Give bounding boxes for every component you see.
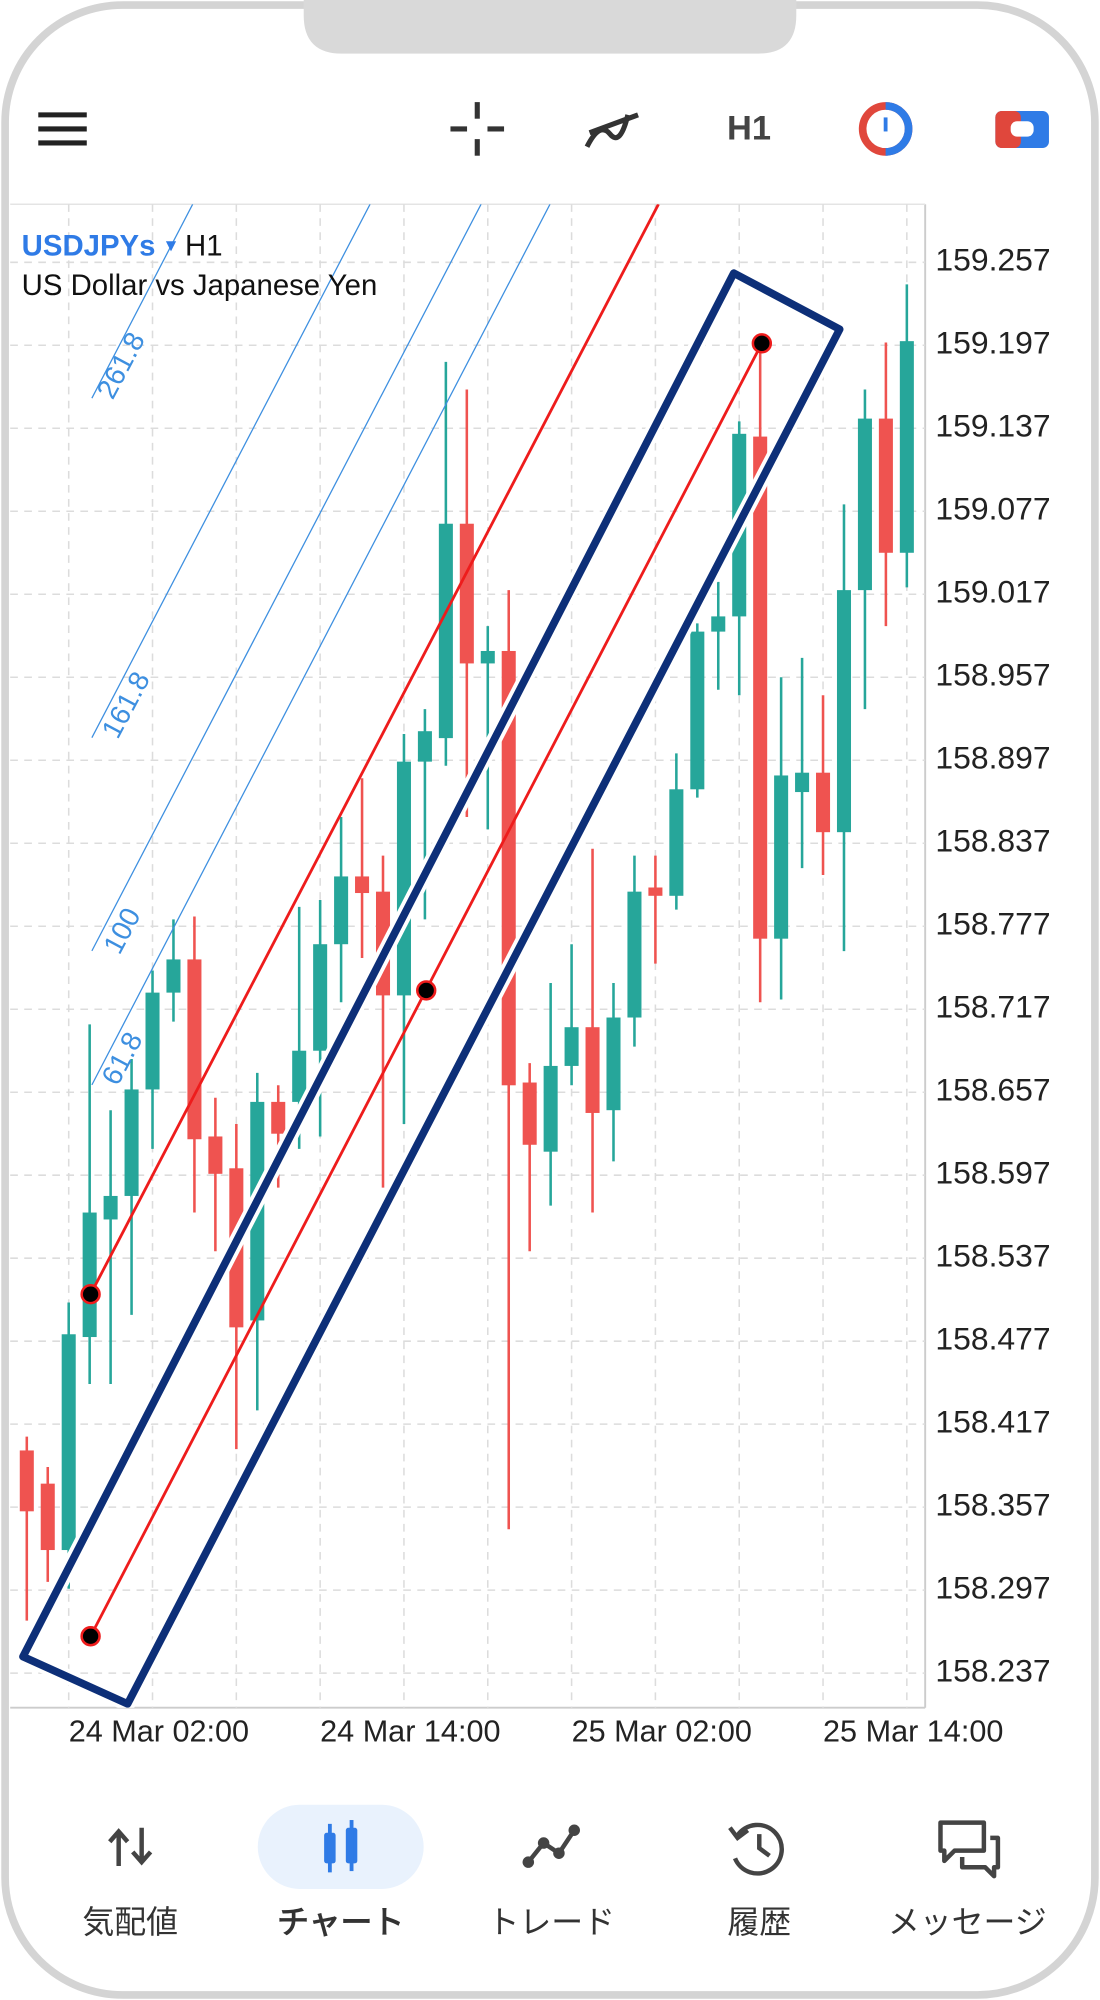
candle-body	[459, 523, 474, 664]
y-tick-label: 158.477	[935, 1321, 1050, 1357]
y-tick-label: 158.417	[935, 1404, 1050, 1440]
candle-body	[334, 876, 349, 945]
y-tick-label: 158.777	[935, 906, 1050, 942]
nav-label[interactable]: 履歴	[727, 1904, 791, 1940]
menu-button[interactable]	[38, 112, 87, 146]
symbol-dropdown[interactable]	[165, 241, 177, 252]
nav-label[interactable]: 気配値	[82, 1904, 178, 1940]
y-tick-label: 159.017	[935, 574, 1050, 610]
candle-body	[166, 959, 181, 993]
highlight-box	[19, 269, 844, 1708]
y-tick-label: 159.257	[935, 242, 1050, 278]
active-tab-pill	[257, 1804, 424, 1889]
candle-body	[606, 1017, 621, 1111]
candle-body	[480, 650, 495, 664]
x-tick-label: 25 Mar 14:00	[823, 1714, 1003, 1748]
trade-icon[interactable]	[522, 1824, 580, 1868]
y-tick-label: 158.717	[935, 989, 1050, 1025]
chart-icon[interactable]	[324, 1820, 358, 1873]
candle-body	[899, 341, 914, 553]
nav-label[interactable]: チャート	[277, 1904, 404, 1940]
y-tick-label: 158.237	[935, 1653, 1050, 1689]
candle-body	[857, 418, 872, 591]
candle-body	[753, 436, 768, 939]
timeframe-button[interactable]: H1	[727, 109, 771, 147]
candle-body	[82, 1212, 97, 1338]
candle-body	[795, 772, 810, 793]
candle-body	[145, 992, 160, 1090]
candle-body	[103, 1195, 118, 1220]
candle-body	[396, 761, 411, 996]
y-tick-label: 158.537	[935, 1238, 1050, 1274]
candle-body	[271, 1101, 286, 1134]
symbol[interactable]: USDJPYs	[22, 229, 156, 262]
candle-body	[61, 1334, 76, 1551]
notch	[303, 0, 797, 54]
candle-body	[878, 418, 893, 553]
candle-body	[438, 523, 453, 739]
y-tick-label: 158.657	[935, 1072, 1050, 1108]
candle-body	[564, 1027, 579, 1066]
nav-label[interactable]: メッセージ	[888, 1904, 1047, 1940]
y-tick-label: 158.597	[935, 1155, 1050, 1191]
candle-body	[648, 887, 663, 896]
candle-body	[774, 775, 789, 939]
toolbar: H1	[38, 102, 1049, 156]
y-tick-label: 158.357	[935, 1487, 1050, 1523]
y-tick-label: 158.957	[935, 657, 1050, 693]
x-tick-label: 24 Mar 14:00	[320, 1714, 500, 1748]
candle-body	[836, 590, 852, 833]
trade-toggle-button[interactable]	[995, 111, 1049, 149]
candle-body	[522, 1082, 537, 1145]
anchor-points	[80, 333, 773, 1647]
y-tick-label: 158.297	[935, 1570, 1050, 1606]
drawings	[12, 204, 850, 1708]
candle-body	[816, 772, 831, 833]
candle-body	[19, 1450, 34, 1512]
y-tick-label: 158.837	[935, 823, 1050, 859]
nav-label[interactable]: トレード	[488, 1904, 616, 1940]
candle-body	[124, 1089, 139, 1196]
history-icon[interactable]	[728, 1822, 784, 1876]
symbol-description: US Dollar vs Japanese Yen	[22, 269, 378, 302]
candle-body	[355, 876, 370, 894]
candle-body	[417, 731, 432, 762]
x-tick-label: 24 Mar 02:00	[69, 1714, 249, 1748]
candle-body	[669, 789, 684, 896]
x-tick-label: 25 Mar 02:00	[572, 1714, 752, 1748]
candle-body	[585, 1027, 600, 1113]
candle-body	[711, 616, 726, 632]
candle-body	[627, 891, 642, 1018]
y-tick-label: 159.197	[935, 325, 1050, 361]
y-tick-label: 159.077	[935, 491, 1050, 527]
chart-timeframe: H1	[185, 229, 223, 262]
candle-body	[543, 1065, 558, 1152]
candle-body	[208, 1136, 223, 1174]
candle-body	[292, 1050, 307, 1102]
candle-body	[313, 944, 328, 1051]
crosshair-button[interactable]	[450, 102, 505, 156]
fibonacci-lines	[91, 204, 551, 1086]
candle-body	[690, 631, 705, 790]
quotes-icon[interactable]	[108, 1827, 153, 1866]
messages-icon[interactable]	[938, 1820, 1001, 1879]
candle-body	[40, 1483, 55, 1551]
bottom-nav: 気配値 チャート トレード 履歴 メッセージ	[82, 1804, 1047, 1940]
clock-button[interactable]	[858, 102, 913, 156]
candle-body	[187, 959, 202, 1140]
y-tick-label: 159.137	[935, 408, 1050, 444]
indicators-button[interactable]	[584, 112, 639, 148]
y-tick-label: 158.897	[935, 740, 1050, 776]
